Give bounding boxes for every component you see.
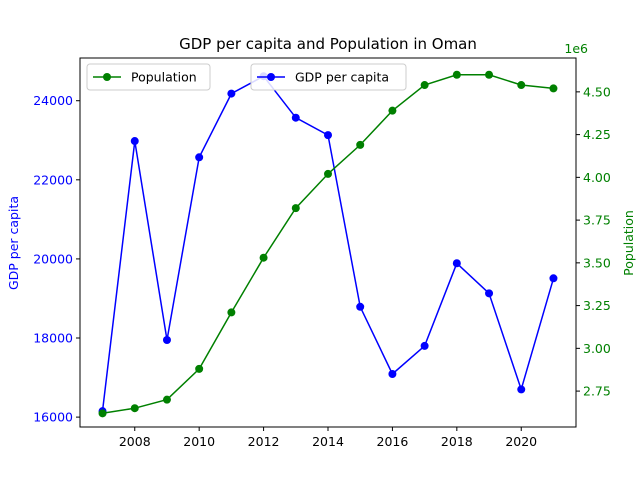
gdp-per-capita-point [485,289,494,298]
plot-frame [79,57,577,428]
right-axis-label: Population [621,210,636,276]
gdp-per-capita-point [291,113,300,122]
population-point [259,253,268,262]
population-point [356,140,365,149]
x-tick-label: 2016 [377,434,409,449]
left-y-tick-label: 20000 [33,251,73,266]
gdp-per-capita-point [356,302,365,311]
population-point [195,364,204,373]
gdp-per-capita-point [420,341,429,350]
gdp-per-capita-point [195,153,204,162]
x-tick-label: 2018 [441,434,473,449]
population-point [549,84,558,93]
population-point [227,308,236,317]
x-tick-label: 2010 [183,434,215,449]
x-tick-label: 2020 [505,434,537,449]
population-point [162,395,171,404]
right-y-tick-label: 4.00 [583,170,611,185]
gdp-per-capita-point [549,274,558,283]
gdp-per-capita-point [324,131,332,140]
population-point [98,409,107,418]
legend-swatch-marker [103,73,111,81]
plot-area: 2008 2010 2012 2014 2016 2018 2020 16000 18000 20… [33,57,611,449]
population-point [517,81,526,90]
right-y-tick-label: 3.00 [583,341,611,356]
legend-box [86,63,211,91]
right-y-tick-label: 2.75 [583,384,611,399]
gdp-per-capita-point [517,385,526,394]
population-point [452,70,461,79]
left-y-tick-label: 18000 [33,331,73,346]
left-y-tick-label: 22000 [33,172,73,187]
x-tick-label: 2012 [248,434,280,449]
population-point [388,106,397,115]
x-tick-label: 2014 [312,434,344,449]
left-axis-label: GDP per capita [6,196,21,290]
population-point [291,204,300,213]
gdp-per-capita-point [130,137,139,146]
gdp-per-capita-point [388,370,397,379]
legend-box [250,63,407,91]
left-y-tick-label: 24000 [33,93,73,108]
gdp-per-capita-legend: GDP per capita [250,63,407,91]
right-axis-offset: 1e6 [564,41,588,56]
population-line [102,74,554,415]
gdp-per-capita-line [101,75,555,412]
legend-swatch-marker [267,73,275,81]
legend-label: Population [131,70,197,85]
legend-label: GDP per capita [295,70,389,85]
right-y-tick-label: 4.25 [583,127,611,142]
gdp-per-capita-point [162,335,171,344]
left-y-tick-label: 16000 [33,410,73,425]
right-y-tick-label: 4.50 [583,84,611,99]
x-tick-label: 2008 [119,434,151,449]
chart-title: GDP per capita and Population in Oman [179,35,477,53]
right-y-tick-label: 3.75 [583,213,611,228]
gdp-per-capita-point [452,259,461,268]
population-point [485,70,494,79]
population-point [130,404,139,413]
population-point [420,81,429,90]
right-y-tick-label: 3.25 [583,298,611,313]
right-y-tick-label: 3.50 [583,255,611,270]
gdp-per-capita-point [227,89,236,98]
population-point [324,169,332,178]
population-legend: Population [86,63,211,91]
